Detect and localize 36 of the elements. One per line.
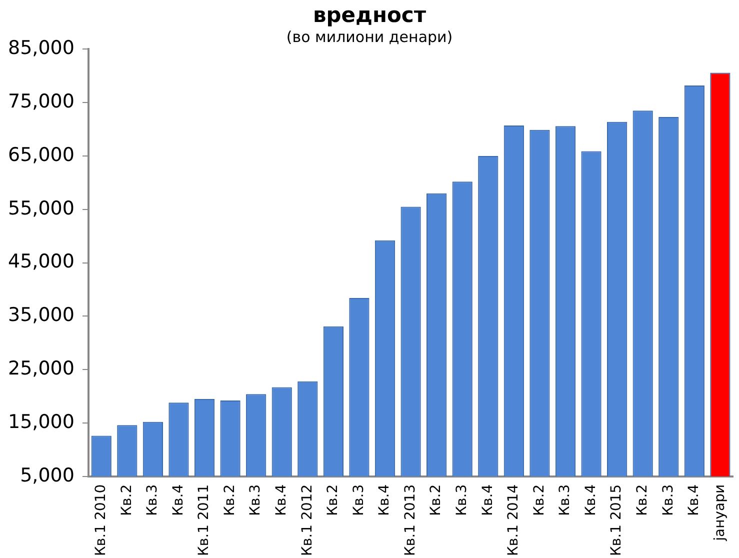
y-tick-label: 35,000 [8, 304, 74, 326]
x-tick-label: Кв.3 [557, 484, 574, 516]
y-tick-label: 45,000 [8, 250, 74, 273]
x-tick-label: Кв.3 [350, 484, 367, 516]
y-tick-label: 75,000 [8, 90, 74, 113]
x-tick-label: Кв.3 [248, 484, 264, 516]
y-tick-label: 25,000 [8, 358, 74, 380]
x-tick-label: Кв.4 [686, 484, 702, 516]
x-tick-label: Кв.3 [144, 484, 161, 516]
x-tick-label: Кв.2 [634, 484, 650, 516]
x-tick-label: Кв.1 2013 [402, 484, 418, 556]
x-tick-label: Кв.3 [660, 484, 676, 516]
x-tick-label: Кв.1 2012 [299, 484, 316, 556]
y-tick-label: 15,000 [8, 410, 74, 433]
x-tick-label: Кв.2 [222, 484, 238, 516]
x-tick-label: јануари [712, 484, 728, 542]
x-tick-label: Кв.4 [170, 484, 186, 516]
y-tick-label: 65,000 [8, 144, 74, 166]
x-tick-label: Кв.1 2010 [93, 484, 110, 556]
chart-title: вредност [312, 3, 427, 28]
y-tick-label: 55,000 [8, 197, 74, 220]
x-tick-label: Кв.4 [480, 484, 496, 516]
x-tick-label: Кв.1 2015 [608, 484, 625, 556]
x-tick-label: Кв.2 [118, 484, 135, 516]
x-tick-label: Кв.2 [325, 484, 342, 516]
y-tick-label: 5,000 [20, 464, 74, 486]
y-tick-label: 85,000 [8, 37, 74, 60]
x-tick-label: Кв.4 [274, 484, 290, 516]
x-tick-label: Кв.2 [531, 484, 548, 516]
x-tick-label: Кв.4 [582, 484, 599, 516]
x-tick-label: Кв.3 [454, 484, 470, 516]
x-tick-label: Кв.4 [376, 484, 393, 516]
chart-subtitle: (во милиони денари) [286, 28, 453, 46]
x-tick-label: Кв.1 2014 [506, 484, 522, 556]
x-tick-label: Кв.1 2011 [196, 484, 212, 556]
x-tick-label: Кв.2 [428, 484, 444, 516]
